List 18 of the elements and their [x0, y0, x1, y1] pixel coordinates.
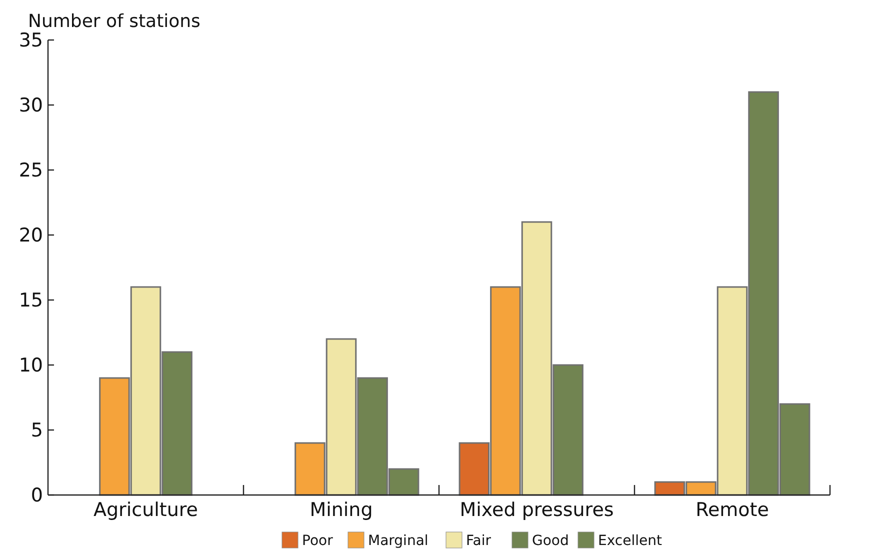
y-tick-label: 25 [18, 160, 43, 182]
x-tick-label: Mixed pressures [460, 499, 614, 521]
y-tick-label: 0 [30, 484, 43, 507]
legend-label: Fair [466, 533, 492, 549]
x-tick-label: Agriculture [94, 499, 198, 521]
x-tick-label: Mining [310, 499, 373, 521]
y-tick-label: 35 [18, 30, 43, 52]
legend-label: Good [532, 533, 569, 549]
y-tick-label: 20 [18, 224, 43, 247]
y-axis-title: Number of stations [28, 11, 200, 32]
y-tick-label: 10 [18, 354, 43, 377]
legend-label: Poor [302, 533, 334, 549]
legend-label: Marginal [368, 533, 428, 549]
legend-label: Excellent [598, 533, 662, 549]
y-tick-label: 15 [18, 290, 43, 312]
x-tick-label: Remote [696, 499, 769, 521]
y-tick-label: 5 [30, 420, 43, 442]
y-tick-label: 30 [18, 94, 43, 117]
